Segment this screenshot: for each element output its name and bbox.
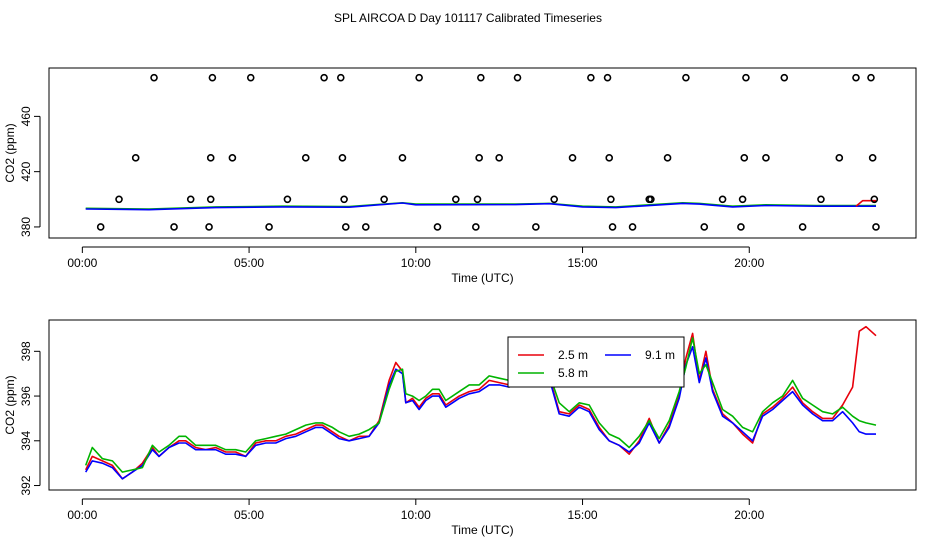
data-point [740,154,749,162]
y-tick-label: 420 [19,161,33,181]
data-point [868,154,877,162]
data-point [700,223,709,231]
bottom-panel: 00:00 05:00 10:00 15:00 20:00 Time (UTC) 392 39… [3,319,917,537]
data-point [780,73,789,82]
series-line-9-1-m [85,345,876,480]
data-point [835,154,844,162]
data-point [608,223,617,231]
data-point [115,195,123,204]
data-point [742,73,750,82]
data-point [682,73,690,82]
series-line-2-5-m [84,325,877,480]
data-point [603,73,612,82]
data-point [605,154,614,162]
x-axis-label: Time (UTC) [451,271,513,285]
x-tick-label: 10:00 [401,256,431,270]
y-axis-label: CO2 (ppm) [3,375,17,434]
plot-frame [48,319,917,491]
x-tick-label: 05:00 [234,508,264,522]
data-point [336,73,345,82]
data-point [452,195,460,204]
data-point [568,154,577,162]
y-tick-label: 380 [19,217,33,237]
legend-label: 2.5 m [558,348,588,362]
top-panel: 00:00 05:00 10:00 15:00 20:00 Time (UTC) 380 42… [3,67,917,285]
series-line-9-1-m [85,202,876,211]
data-point [131,154,140,162]
y-tick-label: 394 [19,430,33,450]
data-point [398,154,407,162]
data-point [283,195,292,204]
x-tick-label: 00:00 [67,256,97,270]
legend-label: 9.1 m [645,348,675,362]
data-point [817,195,825,204]
data-point [872,223,880,231]
data-point [475,154,483,162]
data-point [852,73,860,82]
data-point [473,195,482,204]
legend-label: 5.8 m [558,366,588,380]
data-point [495,154,503,162]
data-point [205,223,213,231]
series-line-5-8-m [84,337,877,473]
x-tick-label: 20:00 [734,256,764,270]
data-point [433,223,442,231]
data-point [718,195,727,204]
data-point [96,223,105,231]
data-point [415,73,423,82]
data-point [738,195,747,204]
plot-frame [48,67,917,239]
data-point [870,195,879,204]
data-point [472,223,480,231]
data-point [186,195,195,204]
data-point [150,73,158,82]
data-point [170,223,178,231]
data-point [228,154,237,162]
x-axis-label: Time (UTC) [451,523,513,537]
legend: 2.5 m 9.1 m 5.8 m [507,336,685,388]
y-tick-label: 392 [19,475,33,495]
legend-box [507,336,685,388]
data-point [340,195,348,204]
data-point [798,223,807,231]
data-point [762,154,770,162]
data-point [206,154,215,162]
data-point [206,195,215,204]
x-tick-label: 05:00 [234,256,264,270]
data-point [663,154,672,162]
data-point [587,73,595,82]
data-point [550,195,558,204]
data-point [513,73,522,82]
x-tick-label: 15:00 [568,256,598,270]
data-point [265,223,273,231]
data-point [628,223,637,231]
x-tick-label: 20:00 [734,508,764,522]
x-tick-label: 10:00 [401,508,431,522]
y-tick-label: 398 [19,341,33,361]
data-point [208,73,217,82]
chart-title: SPL AIRCOA D Day 101117 Calibrated Times… [334,11,602,25]
data-point [532,223,540,231]
data-point [867,73,875,82]
data-point [380,195,388,204]
data-point [477,73,485,82]
y-tick-label: 396 [19,386,33,406]
data-point [361,223,370,231]
data-point [338,154,347,162]
data-point [647,195,655,204]
x-tick-label: 15:00 [568,508,598,522]
data-point [607,195,615,204]
y-axis-label: CO2 (ppm) [3,123,17,182]
data-point [341,223,350,231]
data-point [737,223,745,231]
y-tick-label: 460 [19,106,33,126]
data-point [246,73,255,82]
data-point [301,154,310,162]
x-tick-label: 00:00 [67,508,97,522]
data-point [320,73,328,82]
